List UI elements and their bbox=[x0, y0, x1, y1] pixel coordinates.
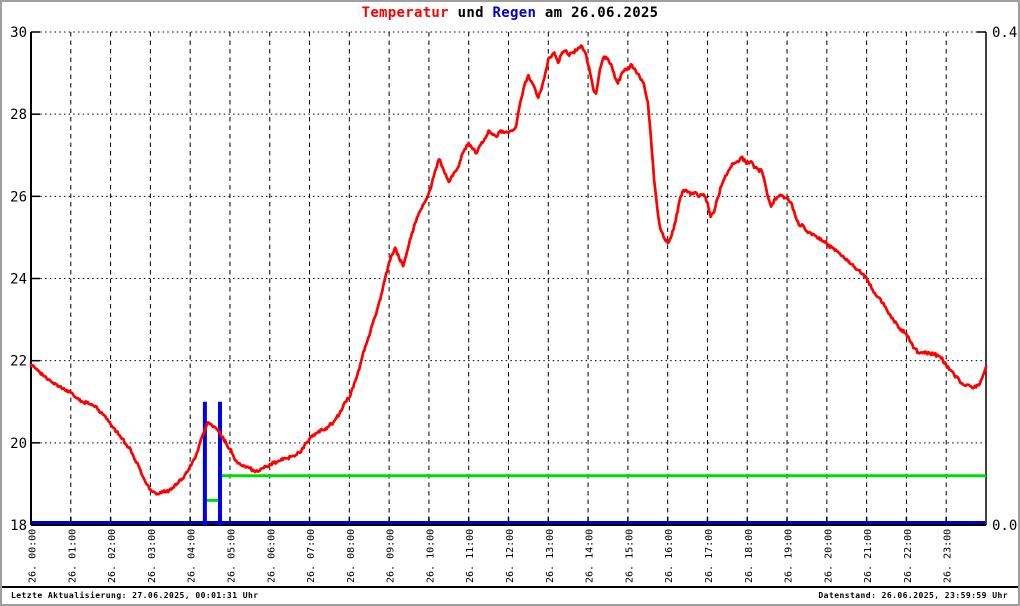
x-tick-label: 26. 15:00 bbox=[624, 529, 635, 583]
x-tick-label: 26. 05:00 bbox=[226, 529, 237, 583]
cumulative-rain-line bbox=[204, 474, 986, 502]
footer-divider bbox=[2, 586, 1018, 588]
x-tick-label: 26. 07:00 bbox=[306, 529, 317, 583]
y-left-tick-label: 24 bbox=[10, 272, 27, 288]
x-tick-label: 26. 11:00 bbox=[465, 529, 476, 583]
x-tick-label: 26. 04:00 bbox=[187, 529, 198, 583]
y-axis-left-labels: 30 28 26 24 22 20 18 bbox=[10, 25, 27, 534]
x-tick-label: 26. 03:00 bbox=[147, 529, 158, 583]
y-right-tick-label: 0.4 bbox=[992, 25, 1017, 41]
title-regen: Regen bbox=[492, 5, 537, 21]
x-tick-label: 26. 01:00 bbox=[67, 529, 78, 583]
x-tick-label: 26. 23:00 bbox=[943, 529, 954, 583]
y-left-tick-label: 30 bbox=[10, 25, 27, 41]
x-tick-label: 26. 21:00 bbox=[863, 529, 874, 583]
y-left-tick-label: 20 bbox=[10, 436, 27, 452]
y-left-tick-label: 28 bbox=[10, 107, 27, 123]
x-tick-label: 26. 19:00 bbox=[784, 529, 795, 583]
x-tick-label: 26. 08:00 bbox=[346, 529, 357, 583]
x-tick-label: 26. 18:00 bbox=[744, 529, 755, 583]
x-tick-label: 26. 02:00 bbox=[107, 529, 118, 583]
y-left-tick-label: 26 bbox=[10, 189, 27, 205]
y-axis-right-labels: 0.4 0.0 bbox=[992, 25, 1017, 534]
x-tick-label: 26. 10:00 bbox=[425, 529, 436, 583]
x-tick-label: 26. 14:00 bbox=[585, 529, 596, 583]
data-timestamp-text: Datenstand: 26.06.2025, 23:59:59 Uhr bbox=[818, 591, 1008, 600]
x-axis-labels: 26. 00:00 26. 01:00 26. 02:00 26. 03:00 26. … bbox=[28, 529, 954, 583]
x-tick-label: 26. 20:00 bbox=[823, 529, 834, 583]
chart-title: Temperatur und Regen am 26.06.2025 bbox=[2, 5, 1018, 21]
x-tick-label: 26. 12:00 bbox=[505, 529, 516, 583]
title-date: am 26.06.2025 bbox=[536, 5, 659, 21]
title-temperatur: Temperatur bbox=[361, 5, 449, 21]
x-tick-label: 26. 22:00 bbox=[903, 529, 914, 583]
temperature-series bbox=[29, 44, 988, 496]
y-left-tick-label: 22 bbox=[10, 354, 27, 370]
y-left-tick-label: 18 bbox=[10, 518, 27, 534]
x-tick-label: 26. 00:00 bbox=[28, 529, 39, 583]
temperature-line bbox=[29, 44, 988, 496]
vertical-gridlines bbox=[70, 32, 947, 525]
x-tick-label: 26. 13:00 bbox=[545, 529, 556, 583]
x-tick-label: 26. 17:00 bbox=[704, 529, 715, 583]
x-tick-label: 26. 06:00 bbox=[266, 529, 277, 583]
y-right-tick-label: 0.0 bbox=[992, 518, 1017, 534]
x-tick-label: 26. 09:00 bbox=[386, 529, 397, 583]
rain-bars bbox=[202, 401, 223, 525]
last-update-text: Letzte Aktualisierung: 27.06.2025, 00:01… bbox=[11, 591, 259, 600]
x-tick-label: 26. 16:00 bbox=[664, 529, 675, 583]
title-und: und bbox=[448, 5, 493, 21]
